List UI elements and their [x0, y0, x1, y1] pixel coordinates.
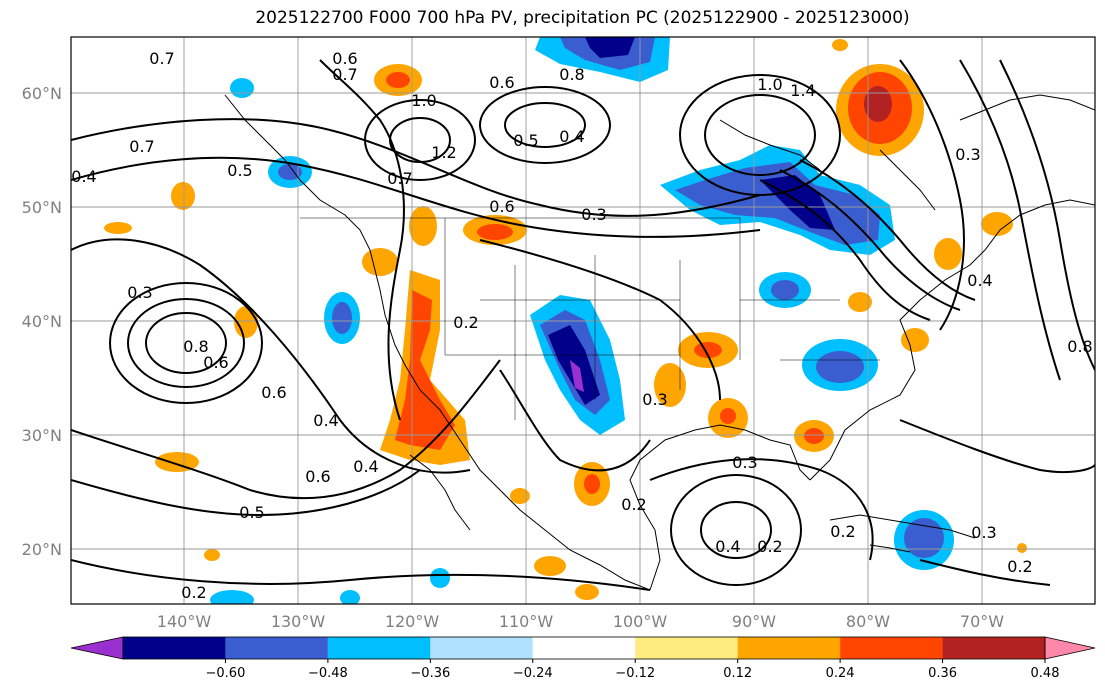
state-borders [300, 217, 880, 420]
colorbar-extend-high [1044, 636, 1096, 660]
colorbar-label: −0.36 [410, 666, 450, 681]
lat-tick-20n: 20°N [22, 540, 62, 559]
pv-contours [71, 59, 1095, 591]
colorbar-swatch [327, 637, 431, 659]
contour-label: 0.5 [513, 131, 538, 150]
colorbar-label: 0.24 [826, 666, 855, 681]
lon-tick-140w: 140°W [157, 612, 212, 631]
contour-label: 0.7 [332, 65, 357, 84]
contour-label: 0.5 [239, 503, 264, 522]
contour-label: 0.4 [313, 411, 338, 430]
lon-tick-110w: 110°W [499, 612, 554, 631]
lat-tick-30n: 30°N [22, 426, 62, 445]
colorbar-label: 0.36 [928, 666, 957, 681]
lon-tick-130w: 130°W [271, 612, 326, 631]
contour-label: 0.2 [1007, 557, 1032, 576]
colorbar-swatch [225, 637, 328, 659]
lon-tick-120w: 120°W [385, 612, 440, 631]
lat-tick-50n: 50°N [22, 198, 62, 217]
colorbar-label: 0.12 [723, 666, 752, 681]
contour-label: 0.4 [71, 167, 96, 186]
colorbar-swatch [737, 637, 841, 659]
contour-label: 0.6 [305, 467, 330, 486]
contour-label: 0.8 [559, 65, 584, 84]
colorbar-swatch [123, 637, 226, 659]
colorbar-swatch [942, 637, 1045, 659]
contour-label: 0.4 [967, 271, 992, 290]
contour-label: 0.3 [127, 283, 152, 302]
contour-label: 1.2 [431, 143, 456, 162]
map-title: 2025122700 F000 700 hPa PV, precipitatio… [255, 8, 910, 28]
contour-labels: 0.7 0.60.7 0.81.00.60.40.51.0 1.40.70.51.20… [71, 49, 1092, 602]
lon-tick-90w: 90°W [732, 612, 776, 631]
contour-label: 0.3 [642, 390, 667, 409]
contour-label: 0.7 [149, 49, 174, 68]
contour-label: 0.6 [203, 353, 228, 372]
colorbar-extend-low [70, 636, 124, 660]
contour-label: 1.4 [790, 81, 815, 100]
contour-label: 0.4 [353, 457, 378, 476]
contour-label: 0.2 [621, 495, 646, 514]
contour-label: 0.6 [332, 49, 357, 68]
graticule [71, 37, 1095, 604]
colorbar-label: 0.48 [1031, 666, 1060, 681]
contour-label: 0.4 [715, 537, 740, 556]
contour-label: 0.5 [227, 161, 252, 180]
map-area: 0.7 0.60.7 0.81.00.60.40.51.0 1.40.70.51.20… [71, 37, 1095, 604]
colorbar-swatch [840, 637, 943, 659]
colorbar-label: −0.60 [206, 666, 246, 681]
contour-label: 0.4 [559, 127, 584, 146]
lon-tick-70w: 70°W [960, 612, 1004, 631]
coastlines [224, 94, 1095, 591]
contour-label: 0.6 [261, 383, 286, 402]
colorbar-label: −0.48 [308, 666, 348, 681]
lat-tick-40n: 40°N [22, 312, 62, 331]
precip-shading [104, 37, 1027, 604]
contour-label: 0.2 [830, 522, 855, 541]
colorbar: −0.60 −0.48 −0.36 −0.24 −0.12 0.12 0.24 0.36 0.4… [70, 636, 1096, 681]
colorbar-swatch [635, 637, 738, 659]
colorbar-swatch [532, 637, 636, 659]
colorbar-label: −0.12 [615, 666, 655, 681]
contour-label: 0.3 [732, 453, 757, 472]
contour-label: 0.6 [489, 197, 514, 216]
colorbar-frame [122, 636, 1046, 660]
contour-label: 0.6 [489, 73, 514, 92]
contour-label: 0.3 [581, 205, 606, 224]
lat-tick-60n: 60°N [22, 84, 62, 103]
contour-label: 0.3 [955, 145, 980, 164]
map-frame [70, 36, 1096, 605]
lon-tick-100w: 100°W [613, 612, 668, 631]
contour-label: 0.3 [971, 523, 996, 542]
colorbar-label: −0.24 [513, 666, 553, 681]
contour-label: 1.0 [757, 75, 782, 94]
contour-label: 1.0 [411, 91, 436, 110]
contour-label: 0.8 [1067, 337, 1092, 356]
lon-tick-80w: 80°W [846, 612, 890, 631]
contour-label: 0.8 [183, 337, 208, 356]
contour-label: 0.2 [453, 313, 478, 332]
contour-label: 0.2 [757, 537, 782, 556]
contour-label: 0.7 [387, 169, 412, 188]
colorbar-swatch [430, 637, 533, 659]
contour-label: 0.2 [181, 583, 206, 602]
contour-label: 0.7 [129, 137, 154, 156]
